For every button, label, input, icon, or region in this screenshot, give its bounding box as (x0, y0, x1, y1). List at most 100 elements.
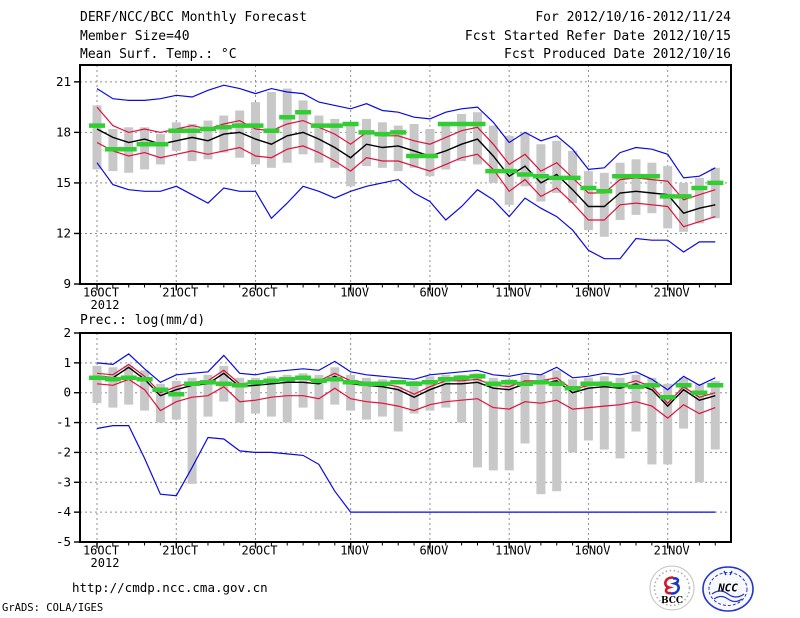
y-tick-label: 15 (56, 175, 71, 190)
member-spread-bar (251, 377, 260, 414)
y-tick-label: -5 (56, 534, 71, 549)
member-spread-bar (155, 134, 165, 165)
member-spread-bar (710, 380, 720, 450)
ncc-logo-laurel (708, 572, 748, 606)
ncc-top-mark-2 (729, 570, 733, 576)
member-spread-bar (457, 113, 467, 162)
member-spread-bar (599, 172, 609, 237)
member-spread-bar (251, 102, 260, 165)
y-tick-label: 12 (56, 225, 71, 240)
member-spread-bar (647, 162, 657, 214)
member-spread-bar (92, 105, 102, 170)
precipitation-chart: 16OCT 21OCT 26OCT 1NOV 6NOV 11NOV 16NOV 21NOV20… (56, 325, 732, 570)
y-tick-label: -2 (56, 444, 71, 459)
member-spread-bar (314, 374, 324, 420)
member-spread-bar (615, 162, 625, 220)
top-chart-variable-label: Mean Surf. Temp.: °C (80, 47, 237, 62)
member-spread-bar (187, 377, 197, 484)
member-spread-bar (710, 167, 720, 219)
y-tick-label: 2 (63, 325, 71, 340)
member-spread-bar (679, 377, 689, 429)
x-tick-label: 11NOV (495, 544, 531, 558)
x-tick-label: 21NOV (654, 544, 690, 558)
member-spread-bar (520, 132, 530, 187)
ncc-wave-line-2 (713, 595, 743, 603)
x-tick-label: 16NOV (574, 544, 610, 558)
member-spread-bar (694, 383, 704, 483)
ncc-top-mark-1 (723, 570, 727, 576)
member-spread-bar (330, 367, 340, 405)
member-spread-bar (203, 120, 213, 160)
member-spread-bar (92, 365, 102, 404)
member-spread-bar (266, 376, 276, 417)
member-spread-bar (488, 125, 498, 183)
member-spread-bar (663, 383, 673, 465)
bcc-swirl-blue (670, 577, 680, 595)
member-spread-bar (298, 373, 308, 408)
member-spread-bar (488, 377, 498, 471)
source-url: http://cmdp.ncc.cma.gov.cn (72, 580, 268, 595)
member-spread-bar (504, 379, 514, 471)
plot-border (79, 64, 732, 285)
member-spread-bar (425, 376, 435, 411)
x-year-label: 2012 (91, 556, 120, 570)
bcc-logo-label: BCC (661, 596, 683, 606)
member-spread-bar (124, 365, 134, 405)
member-spread-bar (282, 88, 292, 163)
plot-border (79, 332, 732, 543)
bottom-chart-variable-label: Prec.: log(mm/d) (80, 313, 206, 328)
x-tick-label: 11NOV (495, 286, 531, 300)
ncc-logo: NCC (702, 566, 754, 612)
ensemble-mean-line (96, 128, 716, 215)
temperature-chart: 16OCT 21OCT 26OCT 1NOV 6NOV 11NOV 16NOV 21NOV 20… (56, 64, 732, 312)
member-spread-bar (631, 159, 641, 215)
x-tick-label: 26OCT (241, 544, 277, 558)
member-spread-bar (377, 379, 387, 417)
member-spread-bar (377, 122, 387, 168)
member-spread-bar (282, 374, 292, 423)
x-tick-label: 21NOV (654, 286, 690, 300)
ncc-logo-label: NCC (717, 582, 738, 595)
y-tick-label: -3 (56, 474, 71, 489)
member-size-label: Member Size=40 (80, 29, 190, 44)
chart-title: DERF/NCC/BCC Monthly Forecast (80, 10, 307, 25)
y-tick-label: -1 (56, 415, 71, 430)
member-spread-bar (171, 122, 181, 151)
member-spread-bar (583, 171, 593, 231)
member-spread-bar (583, 377, 593, 441)
member-spread-bar (441, 122, 451, 170)
bcc-swirl-red (664, 576, 674, 595)
y-tick-label: -4 (56, 504, 71, 519)
y-tick-label: 18 (56, 124, 71, 139)
member-spread-bar (647, 377, 657, 465)
forecast-range-label: For 2012/10/16-2012/11/24 (535, 10, 731, 25)
fcst-refer-date-label: Fcst Started Refer Date 2012/10/15 (464, 29, 731, 44)
y-tick-label: 1 (63, 355, 71, 370)
x-tick-label: 1NOV (340, 286, 369, 300)
member-spread-bar (552, 140, 562, 193)
x-tick-label: 16NOV (574, 286, 610, 300)
ensemble-max-line (96, 84, 716, 179)
member-spread-bar (679, 182, 689, 232)
member-spread-bar (393, 386, 403, 432)
member-spread-bar (568, 379, 578, 453)
x-tick-label: 16OCT (83, 544, 119, 558)
member-spread-bar (599, 376, 609, 450)
member-spread-bar (409, 124, 419, 168)
member-spread-bar (694, 177, 704, 224)
spread-lower-line (96, 141, 716, 228)
member-spread-bar (441, 374, 451, 408)
member-spread-bar (235, 377, 245, 423)
x-tick-label: 6NOV (419, 286, 448, 300)
member-spread-bar (346, 122, 356, 187)
member-spread-bar (552, 370, 562, 492)
y-tick-label: 21 (56, 74, 71, 89)
y-tick-label: 9 (63, 276, 71, 291)
member-spread-bar (473, 112, 482, 165)
ncc-wave-line-1 (711, 590, 745, 598)
x-tick-label: 26OCT (241, 286, 277, 300)
member-spread-bar (473, 373, 482, 468)
member-spread-bar (425, 129, 435, 177)
ensemble-min-line (96, 162, 716, 260)
member-spread-bar (393, 125, 403, 172)
